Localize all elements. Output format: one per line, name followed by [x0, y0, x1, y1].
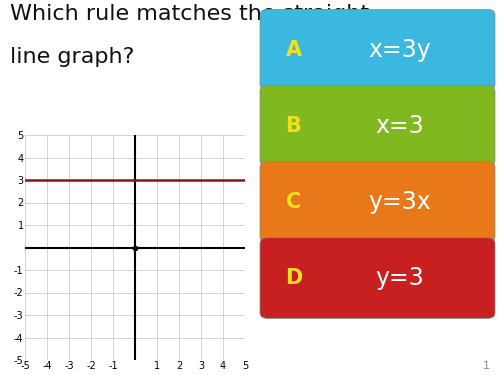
Text: Which rule matches the straight: Which rule matches the straight [10, 4, 369, 24]
Text: C: C [286, 192, 301, 212]
Text: B: B [286, 116, 302, 136]
Text: y=3: y=3 [375, 266, 424, 290]
Text: y=3x: y=3x [368, 190, 431, 214]
Text: x=3: x=3 [375, 114, 424, 138]
Text: line graph?: line graph? [10, 47, 134, 67]
Text: A: A [286, 40, 302, 60]
Text: x=3y: x=3y [368, 38, 431, 62]
Text: D: D [285, 268, 302, 288]
Text: 1: 1 [483, 361, 490, 371]
